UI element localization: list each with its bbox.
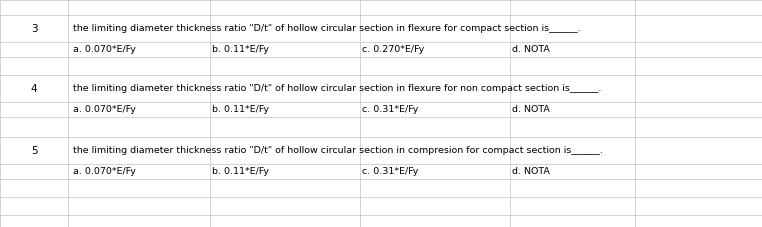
Text: the limiting diameter thickness ratio "D/t" of hollow circular section in flexur: the limiting diameter thickness ratio "D… (73, 24, 581, 33)
Text: the limiting diameter thickness ratio "D/t" of hollow circular section in flexur: the limiting diameter thickness ratio "D… (73, 84, 601, 93)
Text: c. 0.31*E/Fy: c. 0.31*E/Fy (362, 167, 418, 176)
Text: 3: 3 (30, 24, 37, 34)
Text: a. 0.070*E/Fy: a. 0.070*E/Fy (73, 45, 136, 54)
Text: 4: 4 (30, 84, 37, 94)
Text: d. NOTA: d. NOTA (512, 105, 550, 114)
Text: c. 0.31*E/Fy: c. 0.31*E/Fy (362, 105, 418, 114)
Text: a. 0.070*E/Fy: a. 0.070*E/Fy (73, 167, 136, 176)
Text: 5: 5 (30, 146, 37, 155)
Text: b. 0.11*E/Fy: b. 0.11*E/Fy (212, 167, 269, 176)
Text: d. NOTA: d. NOTA (512, 45, 550, 54)
Text: the limiting diameter thickness ratio "D/t" of hollow circular section in compre: the limiting diameter thickness ratio "D… (73, 146, 603, 155)
Text: a. 0.070*E/Fy: a. 0.070*E/Fy (73, 105, 136, 114)
Text: b. 0.11*E/Fy: b. 0.11*E/Fy (212, 105, 269, 114)
Text: d. NOTA: d. NOTA (512, 167, 550, 176)
Text: c. 0.270*E/Fy: c. 0.270*E/Fy (362, 45, 424, 54)
Text: b. 0.11*E/Fy: b. 0.11*E/Fy (212, 45, 269, 54)
